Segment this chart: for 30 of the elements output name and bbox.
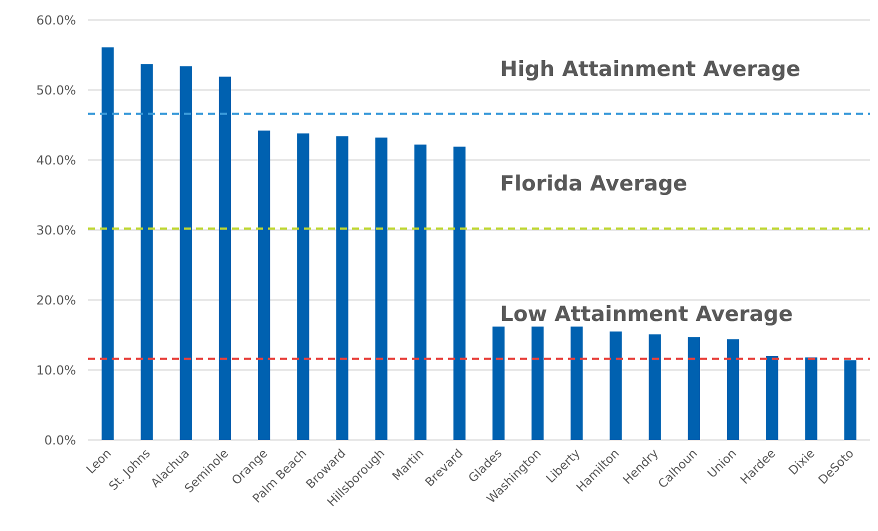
ref-line-label: Florida Average — [500, 172, 688, 196]
y-tick-label: 10.0% — [36, 362, 76, 378]
bar — [610, 332, 622, 440]
bar — [258, 130, 270, 440]
y-tick-label: 50.0% — [36, 82, 76, 98]
ref-line-label: High Attainment Average — [500, 56, 800, 81]
bar — [297, 133, 310, 440]
y-tick-label: 60.0% — [36, 12, 76, 28]
bar — [766, 356, 778, 440]
bar — [844, 360, 856, 440]
bar — [532, 326, 544, 440]
bar — [140, 64, 153, 440]
bar — [492, 326, 505, 440]
bar — [336, 136, 348, 440]
bar — [218, 76, 232, 440]
y-tick-label: 30.0% — [36, 222, 76, 238]
y-tick-label: 0.0% — [44, 432, 76, 448]
bar — [375, 138, 388, 440]
bar — [805, 357, 818, 440]
bar — [414, 144, 426, 440]
bar — [570, 326, 583, 440]
bar — [648, 334, 661, 440]
ref-line-label: Low Attainment Average — [500, 302, 793, 326]
bar — [453, 146, 466, 440]
bar — [688, 337, 700, 440]
y-tick-label: 20.0% — [36, 292, 76, 308]
bar — [180, 66, 192, 440]
bar — [726, 339, 740, 440]
y-tick-label: 40.0% — [36, 152, 76, 168]
bar — [102, 47, 114, 440]
